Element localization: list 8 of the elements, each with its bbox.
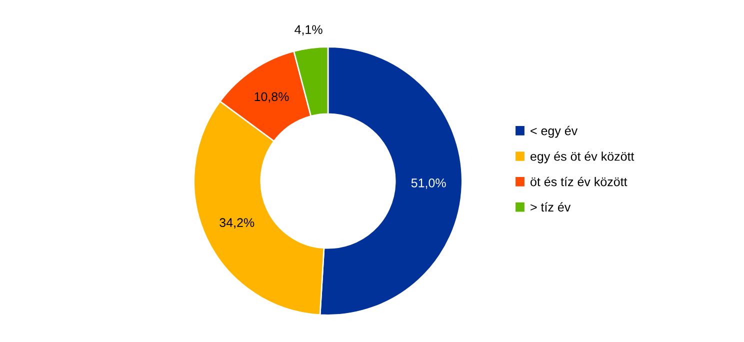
data-label: 10,8% [254, 92, 289, 103]
data-label: 34,2% [220, 218, 254, 228]
data-label: 51,0% [411, 178, 446, 189]
data-label: 4,1% [294, 25, 322, 36]
legend-label: öt és tíz év között [530, 176, 628, 186]
legend-label: egy és öt év között [530, 151, 634, 164]
legend-label: < egy év [530, 126, 578, 138]
legend-label: > tíz év [530, 202, 571, 212]
